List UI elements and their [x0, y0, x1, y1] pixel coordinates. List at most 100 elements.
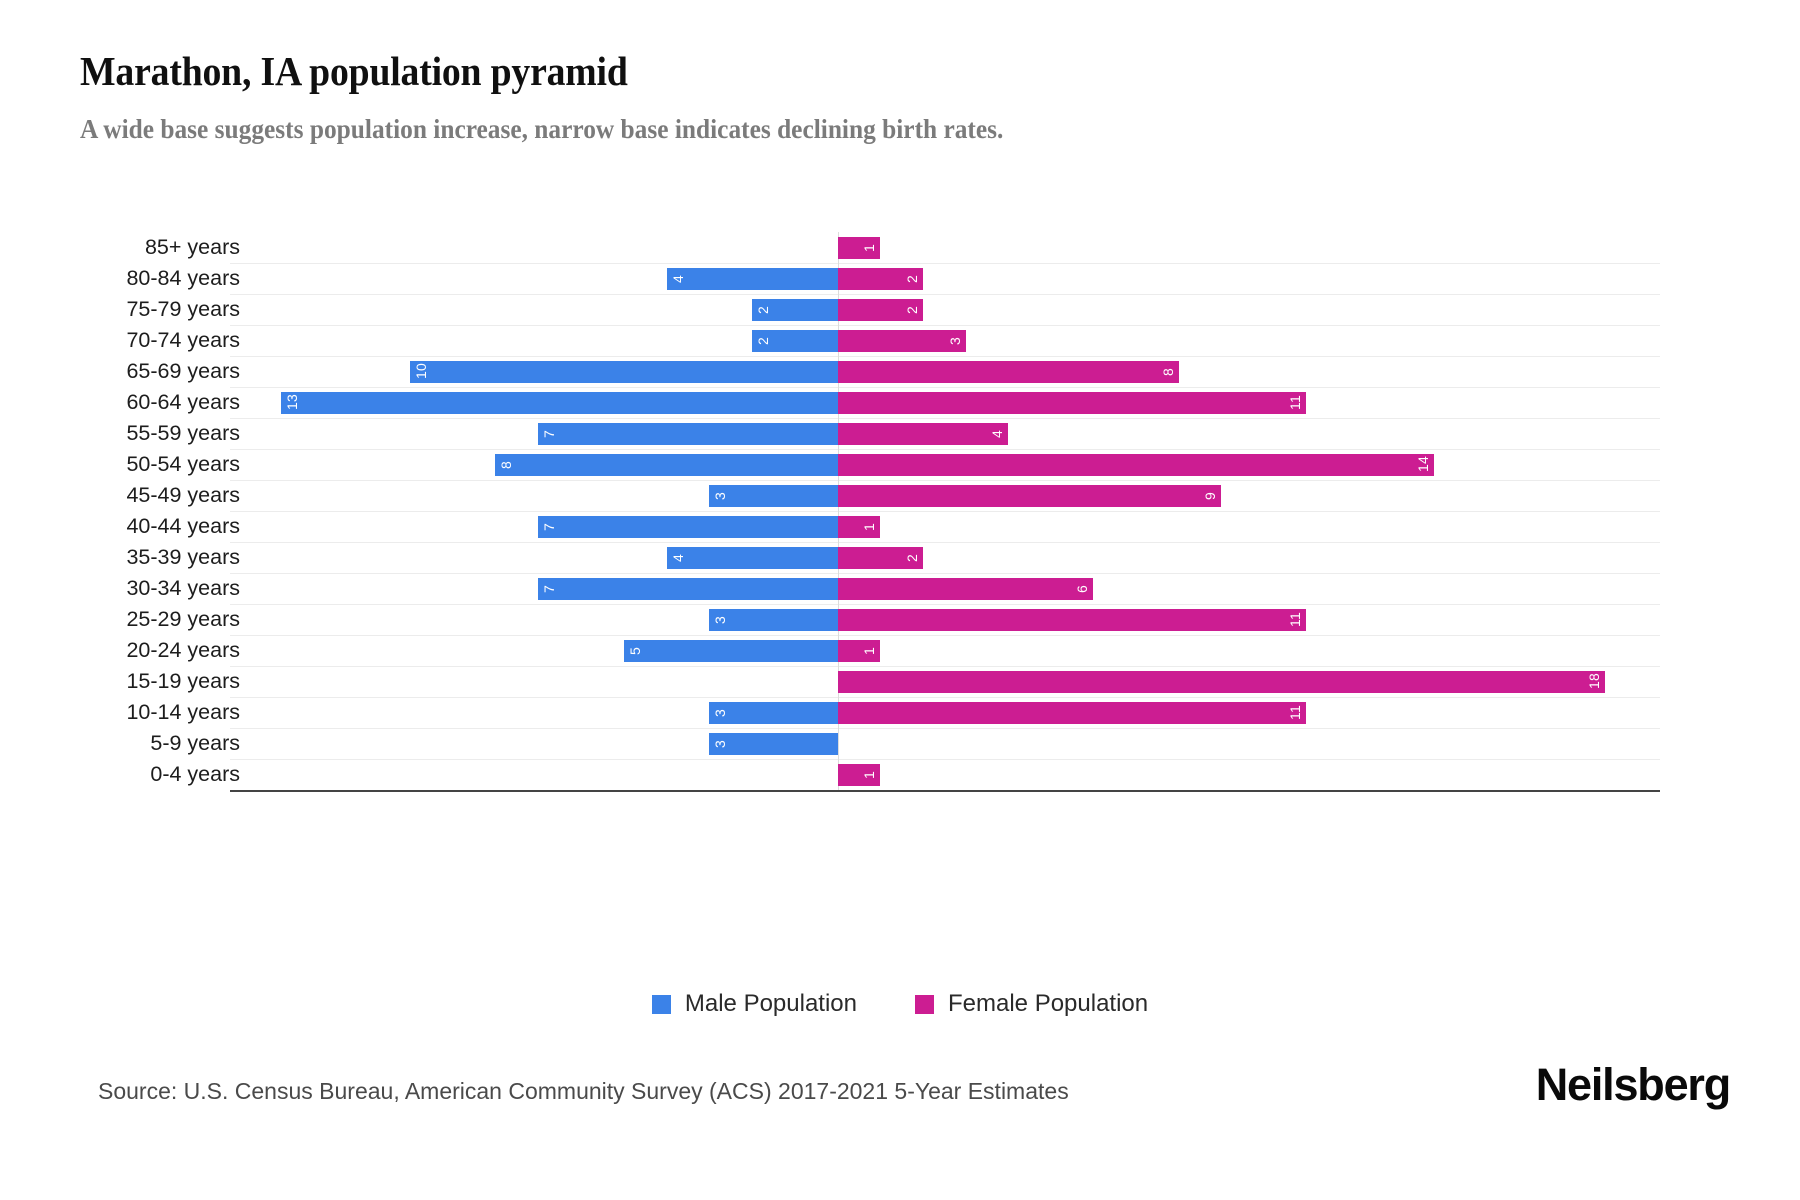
female-bar-value: 3 [946, 336, 963, 345]
y-axis-tick-label: 75-79 years [126, 296, 240, 321]
female-bar-value: 18 [1585, 672, 1602, 689]
y-axis-labels: 85+ years 80-84 years 75-79 years 70-74 yea… [80, 232, 240, 812]
male-bar[interactable]: 3 [709, 732, 838, 755]
female-bar[interactable]: 1 [837, 236, 881, 259]
female-bar-value: 11 [1287, 611, 1304, 627]
gridline [230, 387, 1660, 388]
female-bar[interactable]: 18 [837, 670, 1605, 693]
legend-label-male: Male Population [684, 990, 857, 1017]
gridline [230, 542, 1660, 543]
y-axis-tick-label: 55-59 years [126, 420, 240, 445]
y-axis-tick-label: 85+ years [144, 234, 240, 259]
female-bar[interactable]: 1 [837, 763, 881, 786]
male-bar[interactable]: 2 [752, 298, 838, 321]
gridline [230, 759, 1660, 760]
gridline [230, 604, 1660, 605]
male-bar-value: 3 [712, 739, 729, 748]
chart-row: 18 [230, 670, 1660, 693]
female-bar-value: 2 [903, 553, 920, 562]
male-bar[interactable]: 7 [538, 422, 838, 445]
male-bar[interactable]: 5 [623, 639, 838, 662]
female-bar-value: 4 [989, 429, 1006, 438]
chart-row: 3 11 [230, 608, 1660, 631]
female-bar[interactable]: 14 [837, 453, 1435, 476]
male-bar[interactable]: 3 [709, 608, 838, 631]
gridline [230, 728, 1660, 729]
male-bar-value: 7 [541, 429, 558, 438]
male-bar-value: 2 [755, 305, 772, 314]
male-bar[interactable]: 4 [666, 267, 838, 290]
gridline [230, 511, 1660, 512]
female-bar[interactable]: 2 [837, 546, 923, 569]
female-bar[interactable]: 8 [837, 360, 1179, 383]
y-axis-tick-label: 10-14 years [126, 699, 240, 724]
chart-row: 3 11 [230, 701, 1660, 724]
female-bar-value: 1 [861, 770, 878, 779]
male-swatch-icon [651, 994, 671, 1014]
female-bar[interactable]: 3 [837, 329, 966, 352]
male-bar[interactable]: 13 [281, 391, 838, 414]
female-bar[interactable]: 2 [837, 267, 923, 290]
gridline [230, 263, 1660, 264]
female-bar[interactable]: 1 [837, 639, 881, 662]
female-bar-value: 6 [1074, 584, 1091, 593]
female-bar[interactable]: 6 [837, 577, 1094, 600]
y-axis-tick-label: 20-24 years [126, 637, 240, 662]
gridline [230, 480, 1660, 481]
male-bar[interactable]: 3 [709, 701, 838, 724]
female-bar[interactable]: 9 [837, 484, 1222, 507]
female-bar-value: 8 [1159, 367, 1176, 376]
gridline [230, 356, 1660, 357]
male-bar[interactable]: 2 [752, 329, 838, 352]
male-bar[interactable]: 7 [538, 515, 838, 538]
male-bar-value: 7 [541, 584, 558, 593]
male-bar-value: 3 [712, 615, 729, 624]
legend-item-male[interactable]: Male Population [651, 990, 857, 1017]
female-bar[interactable]: 11 [837, 608, 1307, 631]
gridline [230, 573, 1660, 574]
chart-subtitle: A wide base suggests population increase… [80, 114, 1004, 145]
y-axis-tick-label: 65-69 years [126, 358, 240, 383]
female-bar-value: 11 [1287, 704, 1304, 720]
gridline [230, 325, 1660, 326]
female-bar-value: 2 [903, 274, 920, 283]
male-bar[interactable]: 3 [709, 484, 838, 507]
y-axis-tick-label: 5-9 years [150, 730, 240, 755]
male-bar[interactable]: 7 [538, 577, 838, 600]
center-axis-line [837, 232, 839, 790]
gridline [230, 294, 1660, 295]
gridline [230, 635, 1660, 636]
female-bar[interactable]: 11 [837, 391, 1307, 414]
male-bar-value: 3 [712, 491, 729, 500]
male-bar-value: 4 [669, 553, 686, 562]
chart-plot-area: 85+ years 80-84 years 75-79 years 70-74 yea… [80, 232, 1720, 812]
chart-row: 3 [230, 732, 1660, 755]
female-bar[interactable]: 1 [837, 515, 881, 538]
female-bar[interactable]: 4 [837, 422, 1009, 445]
page-title: Marathon, IA population pyramid [80, 48, 628, 94]
chart-legend: Male Population Female Population [0, 992, 1800, 1016]
chart-header: Marathon, IA population pyramid A wide b… [80, 48, 1720, 146]
legend-item-female[interactable]: Female Population [915, 992, 1148, 1016]
male-bar[interactable]: 8 [495, 453, 838, 476]
female-bar[interactable]: 2 [837, 298, 923, 321]
chart-row: 13 11 [230, 391, 1660, 414]
y-axis-tick-label: 70-74 years [126, 327, 240, 352]
male-bar[interactable]: 10 [409, 360, 838, 383]
brand-logo: Neilsberg [1535, 1059, 1731, 1110]
y-axis-tick-label: 0-4 years [150, 761, 240, 786]
female-bar-value: 1 [861, 522, 878, 531]
x-axis-baseline [230, 790, 1660, 792]
female-bar[interactable]: 11 [837, 701, 1307, 724]
y-axis-tick-label: 15-19 years [126, 668, 240, 693]
male-bar[interactable]: 4 [666, 546, 838, 569]
female-bar-value: 11 [1287, 394, 1304, 410]
male-bar-value: 7 [541, 522, 558, 531]
female-bar-value: 9 [1202, 491, 1219, 500]
